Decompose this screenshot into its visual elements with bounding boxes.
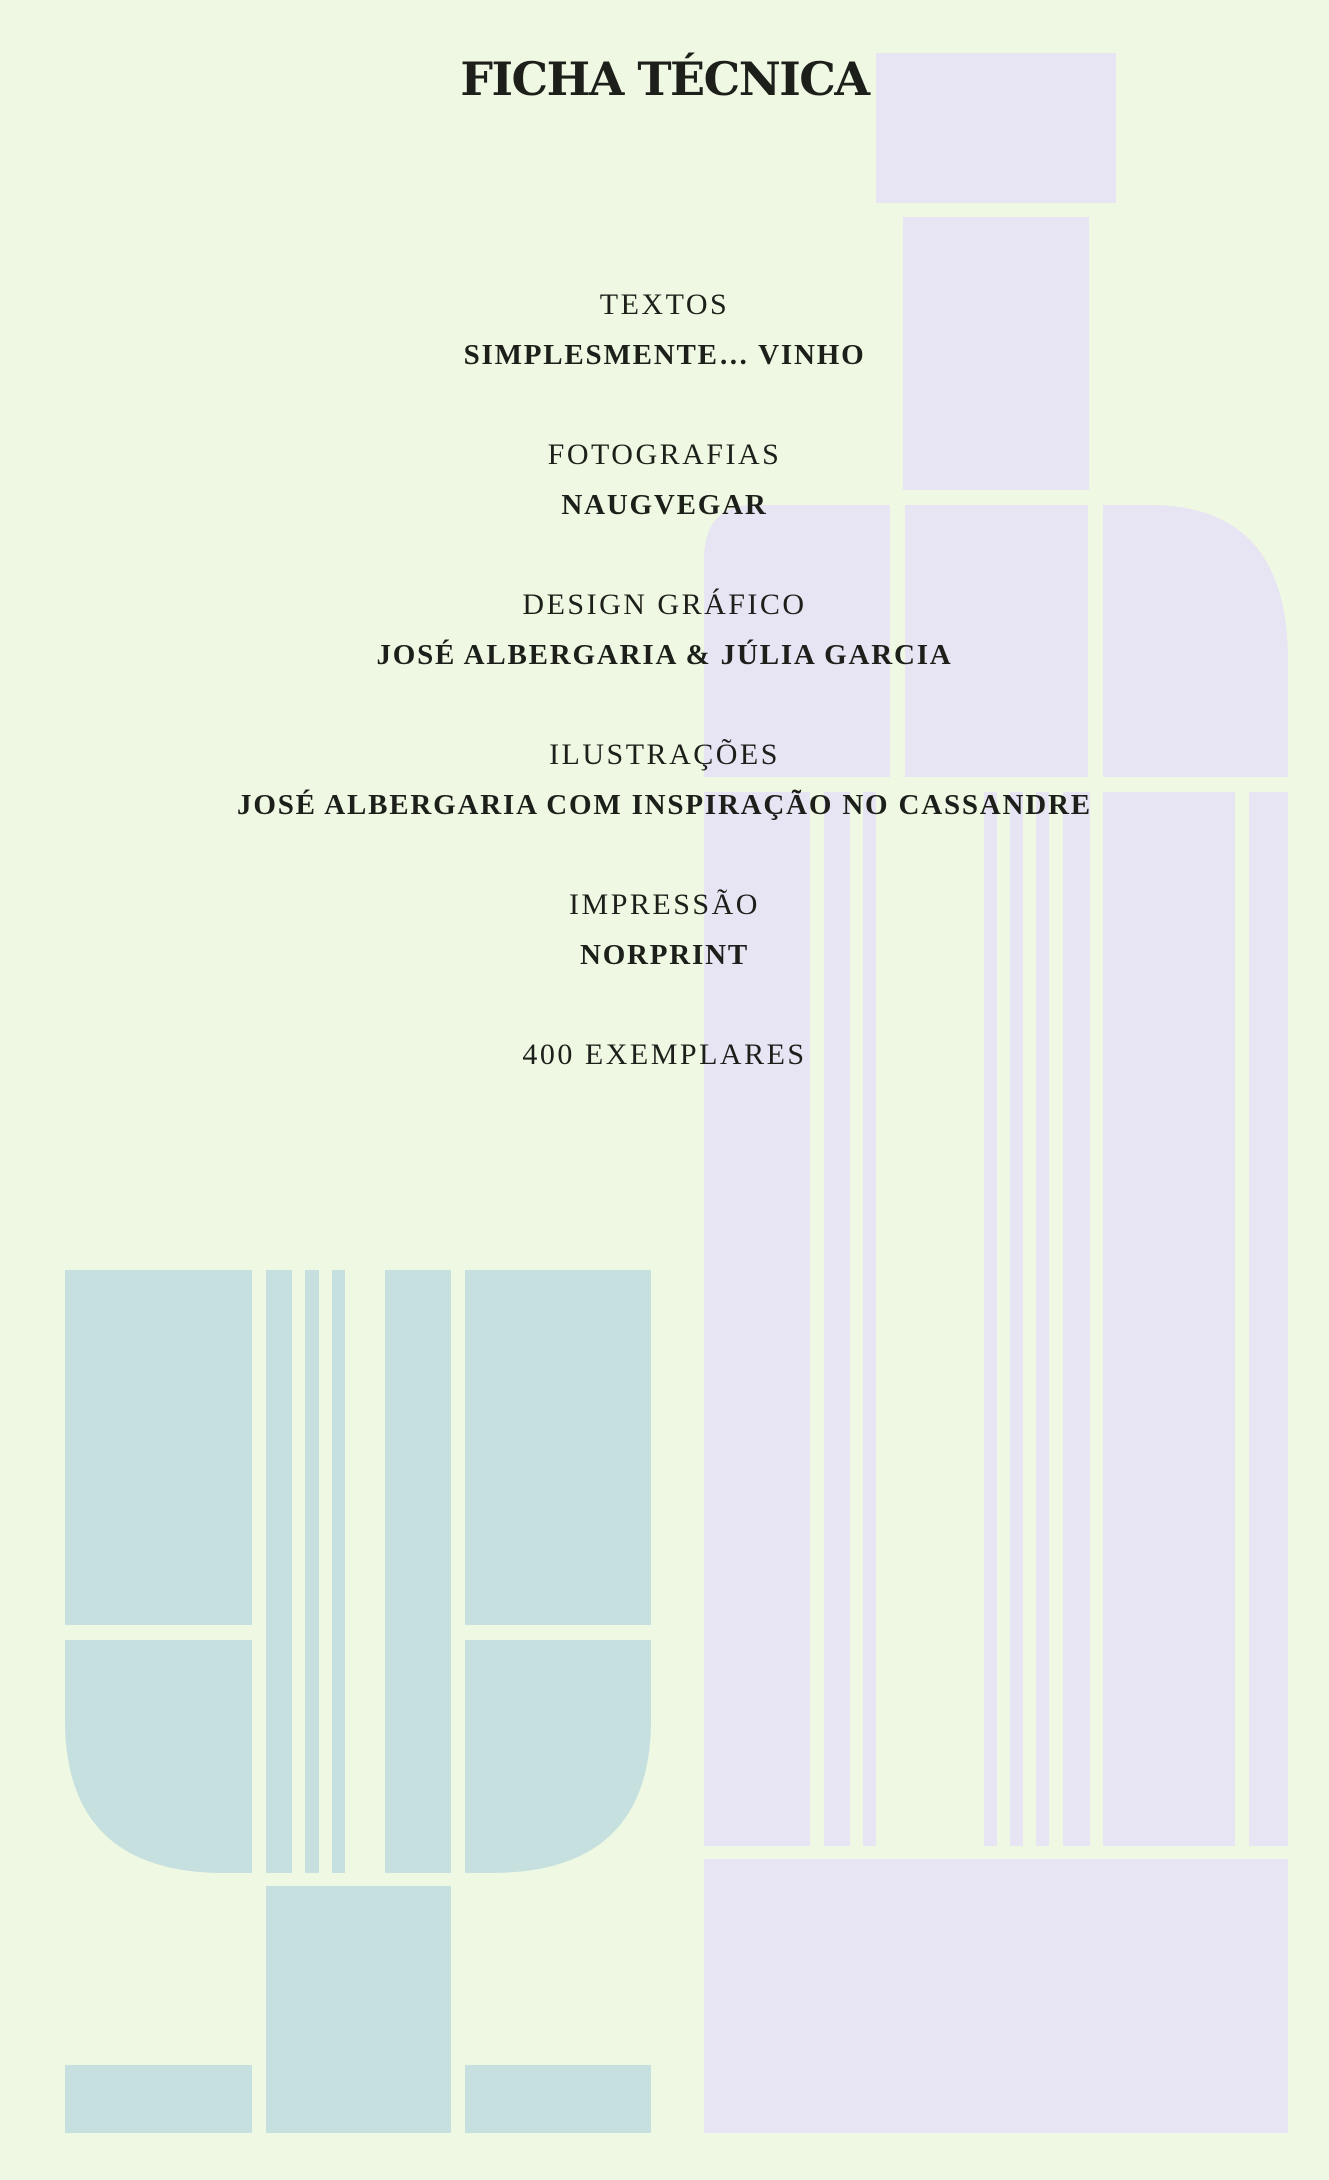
credit-label: FOTOGRAFIAS — [547, 438, 782, 471]
credit-value: NAUGVEGAR — [561, 489, 768, 521]
credit-label: TEXTOS — [599, 288, 730, 321]
credit-photos: FOTOGRAFIAS NAUGVEGAR — [0, 437, 1329, 523]
credit-value: SIMPLESMENTE… VINHO — [463, 339, 866, 371]
wine-bottle-icon — [704, 53, 1288, 2133]
credit-value: NORPRINT — [579, 939, 750, 971]
print-run: 400 EXEMPLARES — [0, 1037, 1329, 1073]
credit-printing: IMPRESSÃO NORPRINT — [0, 887, 1329, 973]
credit-illustrations: ILUSTRAÇÕES JOSÉ ALBERGARIA COM INSPIRAÇ… — [0, 737, 1329, 823]
credit-value: JOSÉ ALBERGARIA COM INSPIRAÇÃO NO CASSAN… — [237, 789, 1092, 821]
wine-glass-icon — [65, 1270, 651, 2133]
credit-label: DESIGN GRÁFICO — [522, 588, 807, 621]
credit-graphic-design: DESIGN GRÁFICO JOSÉ ALBERGARIA & JÚLIA G… — [0, 587, 1329, 673]
credit-label: IMPRESSÃO — [569, 888, 760, 921]
credit-texts: TEXTOS SIMPLESMENTE… VINHO — [0, 287, 1329, 373]
credit-value: JOSÉ ALBERGARIA & JÚLIA GARCIA — [376, 639, 953, 671]
print-run-label: 400 EXEMPLARES — [522, 1038, 807, 1071]
page-title: FICHA TÉCNICA — [460, 52, 870, 106]
credit-label: ILUSTRAÇÕES — [549, 738, 780, 771]
